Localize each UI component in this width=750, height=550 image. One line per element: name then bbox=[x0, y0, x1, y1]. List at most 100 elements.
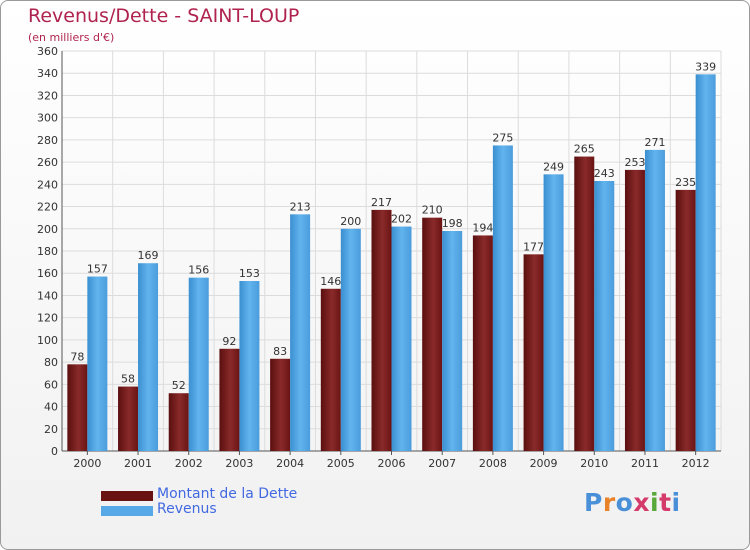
debt-data-label: 58 bbox=[121, 373, 135, 386]
revenue-data-label: 243 bbox=[594, 167, 615, 180]
logo-letter: r bbox=[602, 488, 616, 517]
debt-data-label: 78 bbox=[70, 350, 84, 363]
y-tick-label: 140 bbox=[37, 289, 58, 302]
x-tick-label: 2010 bbox=[580, 457, 608, 470]
revenue-bar bbox=[594, 181, 615, 451]
y-tick-label: 340 bbox=[37, 67, 58, 80]
y-tick-label: 240 bbox=[37, 178, 58, 191]
y-tick-label: 200 bbox=[37, 223, 58, 236]
revenue-bar bbox=[391, 226, 412, 451]
logo-letter: P bbox=[584, 488, 603, 517]
debt-bar bbox=[624, 169, 645, 451]
debt-data-label: 217 bbox=[371, 196, 392, 209]
logo-letter: t bbox=[659, 488, 672, 517]
revenue-data-label: 153 bbox=[239, 267, 260, 280]
revenue-bar bbox=[543, 174, 564, 452]
logo-letter: x bbox=[633, 488, 650, 517]
logo-letter: o bbox=[615, 488, 634, 517]
x-tick-label: 2011 bbox=[631, 457, 659, 470]
y-tick-label: 60 bbox=[44, 378, 58, 391]
debt-data-label: 146 bbox=[320, 275, 341, 288]
y-tick-label: 160 bbox=[37, 267, 58, 280]
legend-label-revenue: Revenus bbox=[157, 501, 217, 517]
debt-bar bbox=[67, 364, 88, 451]
y-tick-label: 280 bbox=[37, 134, 58, 147]
debt-data-label: 253 bbox=[624, 156, 645, 169]
revenue-data-label: 198 bbox=[442, 217, 463, 230]
revenue-data-label: 213 bbox=[290, 200, 311, 213]
x-tick-label: 2005 bbox=[327, 457, 355, 470]
chart-title: Revenus/Dette - SAINT-LOUP bbox=[28, 5, 300, 27]
debt-data-label: 265 bbox=[574, 143, 595, 156]
debt-data-label: 83 bbox=[273, 345, 287, 358]
revenue-bar bbox=[492, 145, 513, 451]
x-tick-label: 2008 bbox=[479, 457, 507, 470]
debt-data-label: 92 bbox=[222, 335, 236, 348]
revenue-data-label: 275 bbox=[492, 131, 513, 144]
revenue-data-label: 271 bbox=[644, 136, 665, 149]
debt-bar bbox=[574, 156, 595, 452]
debt-data-label: 194 bbox=[472, 221, 493, 234]
debt-bar bbox=[472, 235, 493, 451]
debt-bar bbox=[118, 386, 139, 451]
legend-swatch-revenue bbox=[101, 506, 153, 516]
revenue-data-label: 202 bbox=[391, 213, 412, 226]
revenue-bar bbox=[188, 277, 209, 451]
y-tick-label: 220 bbox=[37, 201, 58, 214]
legend-swatch-debt bbox=[101, 491, 153, 501]
debt-bar bbox=[371, 209, 392, 451]
revenue-data-label: 200 bbox=[340, 215, 361, 228]
revenue-data-label: 157 bbox=[87, 263, 108, 276]
debt-bar bbox=[219, 348, 240, 451]
y-tick-label: 180 bbox=[37, 245, 58, 258]
debt-bar bbox=[168, 393, 189, 451]
y-tick-label: 320 bbox=[37, 89, 58, 102]
logo-letter: i bbox=[671, 488, 681, 517]
y-tick-label: 80 bbox=[44, 356, 58, 369]
x-tick-label: 2006 bbox=[378, 457, 406, 470]
y-tick-label: 100 bbox=[37, 334, 58, 347]
x-tick-label: 2002 bbox=[175, 457, 203, 470]
debt-bar bbox=[523, 254, 544, 451]
chart-subtitle: (en milliers d'€) bbox=[28, 31, 115, 44]
y-tick-label: 300 bbox=[37, 112, 58, 125]
y-tick-label: 120 bbox=[37, 312, 58, 325]
y-tick-label: 360 bbox=[37, 45, 58, 58]
y-tick-label: 40 bbox=[44, 401, 58, 414]
revenue-data-label: 249 bbox=[543, 160, 564, 173]
logo-letter: i bbox=[650, 488, 660, 517]
debt-data-label: 235 bbox=[675, 176, 696, 189]
y-tick-label: 260 bbox=[37, 156, 58, 169]
revenue-data-label: 156 bbox=[188, 264, 209, 277]
x-tick-label: 2009 bbox=[530, 457, 558, 470]
revenue-data-label: 339 bbox=[695, 60, 716, 73]
revenue-bar bbox=[138, 263, 159, 451]
revenue-data-label: 169 bbox=[138, 249, 159, 262]
revenue-bar bbox=[644, 149, 665, 451]
debt-bar bbox=[422, 217, 443, 451]
debt-bar bbox=[270, 358, 291, 451]
revenue-bar bbox=[695, 74, 716, 451]
legend-label-debt: Montant de la Dette bbox=[157, 486, 298, 502]
y-tick-label: 0 bbox=[51, 445, 58, 458]
x-tick-label: 2007 bbox=[428, 457, 456, 470]
debt-data-label: 177 bbox=[523, 240, 544, 253]
debt-data-label: 210 bbox=[422, 204, 443, 217]
y-tick-label: 20 bbox=[44, 423, 58, 436]
x-tick-label: 2001 bbox=[124, 457, 152, 470]
proxiti-logo: Proxiti bbox=[584, 488, 681, 517]
revenue-bar bbox=[340, 228, 361, 451]
revenue-bar bbox=[239, 281, 260, 451]
x-tick-label: 2003 bbox=[225, 457, 253, 470]
x-tick-label: 2004 bbox=[276, 457, 304, 470]
x-tick-label: 2012 bbox=[682, 457, 710, 470]
debt-bar bbox=[320, 288, 341, 451]
revenue-bar bbox=[442, 231, 463, 451]
debt-bar bbox=[675, 189, 696, 451]
revenue-bar bbox=[290, 214, 311, 451]
x-tick-label: 2000 bbox=[73, 457, 101, 470]
revenue-bar bbox=[87, 276, 108, 451]
debt-data-label: 52 bbox=[172, 379, 186, 392]
